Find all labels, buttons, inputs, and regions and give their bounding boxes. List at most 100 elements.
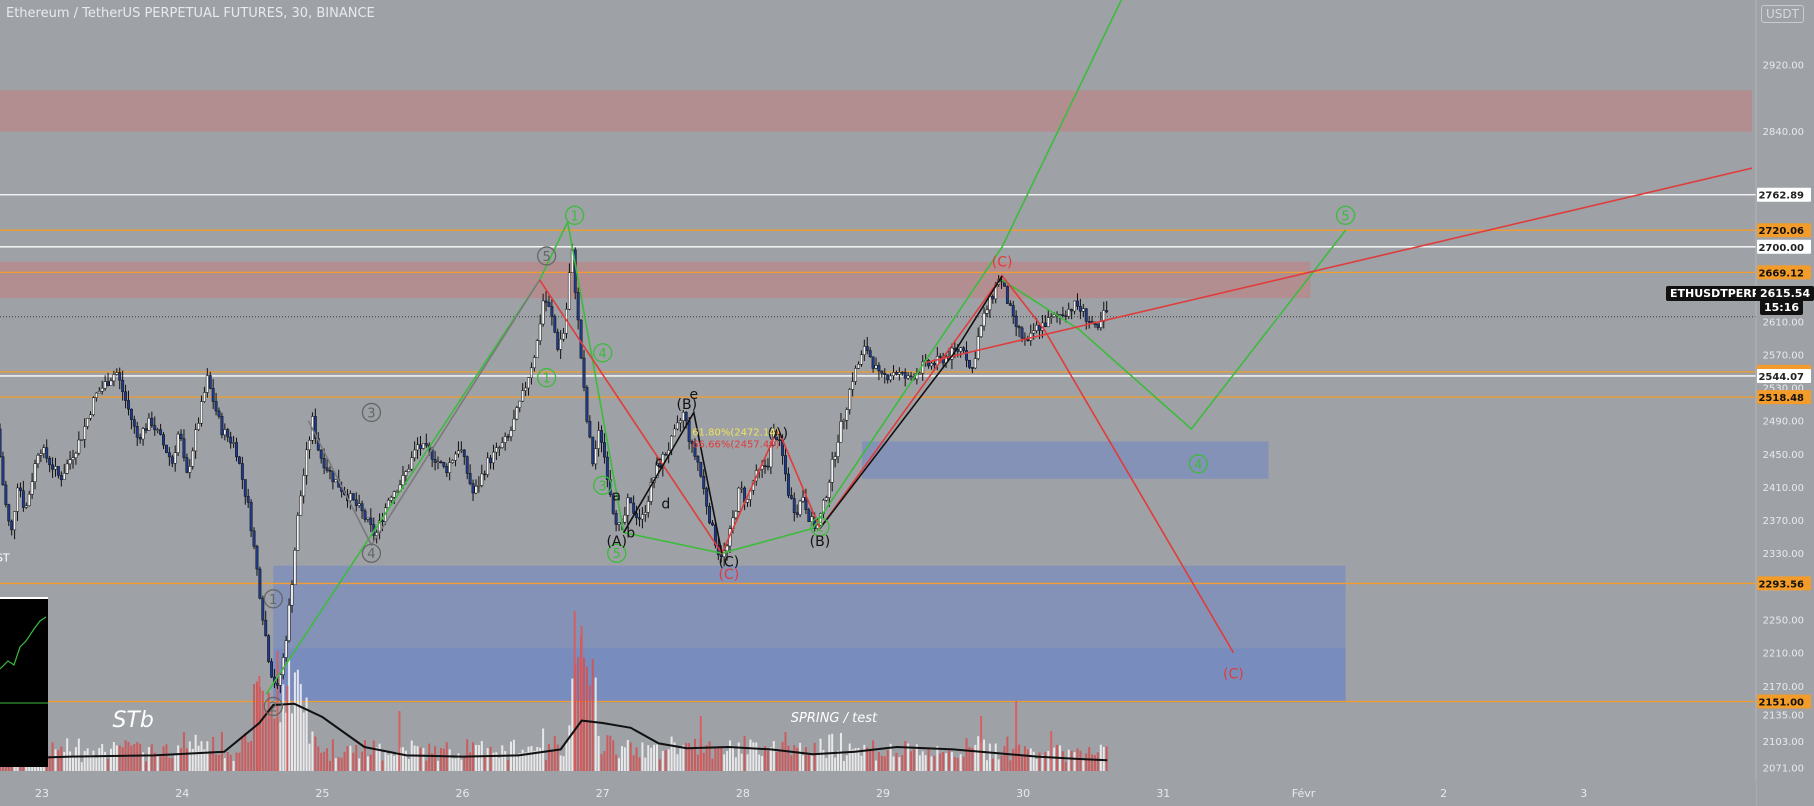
labels-layer: 1554341213542(A)(B)(C)(A)(B)(C)(C)(C)abc… <box>0 205 1356 733</box>
candle-body <box>308 440 311 451</box>
candle-body <box>982 312 986 327</box>
candle-body <box>708 505 712 524</box>
candle-body <box>77 439 81 454</box>
candle-body <box>305 449 309 476</box>
volume-bar <box>653 744 656 771</box>
candle-body <box>798 500 802 515</box>
volume-bar <box>153 752 156 771</box>
candle-body <box>836 441 840 457</box>
x-tick-label: 30 <box>1016 787 1030 800</box>
candle-body <box>0 428 2 457</box>
volume-bar <box>296 669 299 771</box>
volume-bar <box>95 757 98 771</box>
candle-body <box>115 372 119 375</box>
candle-body <box>68 459 72 465</box>
candle-body <box>763 465 767 467</box>
candle-body <box>638 517 641 520</box>
candle-body <box>351 493 355 501</box>
candle-body <box>976 336 980 359</box>
price-axis[interactable]: 2071.00 2103.00 2135.00 2170.00 2210.00 2250.… <box>1755 0 1814 806</box>
wave-path-2[interactable] <box>307 279 541 547</box>
time-axis-bg <box>0 781 1756 806</box>
candle-body <box>474 486 478 494</box>
volume-bar <box>1000 755 1003 771</box>
level-label: 2669.12 <box>1758 268 1804 279</box>
candle-body <box>556 331 560 350</box>
volume-bar <box>746 754 749 771</box>
candle-body <box>132 419 136 427</box>
candle-body <box>103 381 107 389</box>
candle-body <box>906 375 910 379</box>
volume-bar <box>758 754 761 771</box>
volume-bar <box>807 753 810 771</box>
candle-body <box>328 470 332 472</box>
volume-bar <box>288 658 291 771</box>
volume-bar <box>877 752 880 771</box>
volume-bar <box>413 745 416 771</box>
volume-bar <box>381 760 384 771</box>
volume-bar <box>918 755 921 771</box>
volume-bar <box>448 749 451 771</box>
candle-body <box>827 482 831 498</box>
candle-body <box>585 387 589 422</box>
volume-bar <box>959 754 962 771</box>
wave-path-6[interactable] <box>819 275 1003 529</box>
candle-body <box>1084 308 1088 322</box>
wave-label: 1 <box>542 372 550 387</box>
candle-body <box>410 457 414 470</box>
volume-bar <box>229 754 232 771</box>
candle-body <box>909 375 913 378</box>
volume-bar <box>425 760 428 771</box>
volume-bar <box>565 742 568 771</box>
candle-body <box>801 497 805 502</box>
candle-body <box>778 439 782 441</box>
wave-path-5[interactable] <box>623 410 723 554</box>
candle-body <box>325 467 329 471</box>
volume-bar <box>328 760 331 771</box>
inset-thumbnail[interactable] <box>0 597 48 767</box>
volume-bar <box>950 752 953 771</box>
volume-bar <box>393 755 396 771</box>
wave-path-0[interactable] <box>265 0 1123 695</box>
wave-path-1[interactable] <box>1001 229 1347 431</box>
x-tick-label: 27 <box>596 787 610 800</box>
wave-label: a <box>612 488 621 504</box>
volume-bar <box>647 745 650 771</box>
candle-body <box>30 481 34 495</box>
candle-body <box>503 436 507 443</box>
volume-bar <box>971 748 974 771</box>
volume-bar <box>547 744 550 771</box>
volume-bar <box>77 738 80 771</box>
volume-bar <box>524 752 527 771</box>
candle-body <box>18 487 22 491</box>
candle-body <box>970 367 974 369</box>
candle-body <box>617 522 621 525</box>
wave-label-circle <box>565 205 585 225</box>
candle-body <box>144 428 148 431</box>
candle-body <box>889 375 893 381</box>
candle-body <box>973 358 977 369</box>
currency-badge[interactable]: USDT <box>1761 5 1804 23</box>
wave-path-4[interactable] <box>924 167 1753 364</box>
volume-bar <box>603 751 606 771</box>
candle-body <box>932 362 936 366</box>
candle-body <box>188 466 192 473</box>
candle-body <box>1017 326 1021 329</box>
volume-bar <box>416 746 419 771</box>
candle-body <box>86 418 90 427</box>
candle-body <box>135 426 139 438</box>
candle-body <box>255 545 259 570</box>
candle-body <box>205 375 209 393</box>
volume-bar <box>311 731 314 771</box>
candle-body <box>553 316 557 333</box>
volume-bar <box>720 747 723 771</box>
candle-body <box>483 473 487 476</box>
candle-body <box>567 272 571 310</box>
time-axis[interactable]: 23 24 25 26 27 28 29 30 31 Févr 2 3 <box>0 781 1756 806</box>
volume-bar <box>542 728 545 771</box>
volume-bar <box>1091 754 1094 771</box>
volume-bar <box>968 746 971 771</box>
volume-bar <box>469 752 472 771</box>
candle-body <box>550 306 554 317</box>
